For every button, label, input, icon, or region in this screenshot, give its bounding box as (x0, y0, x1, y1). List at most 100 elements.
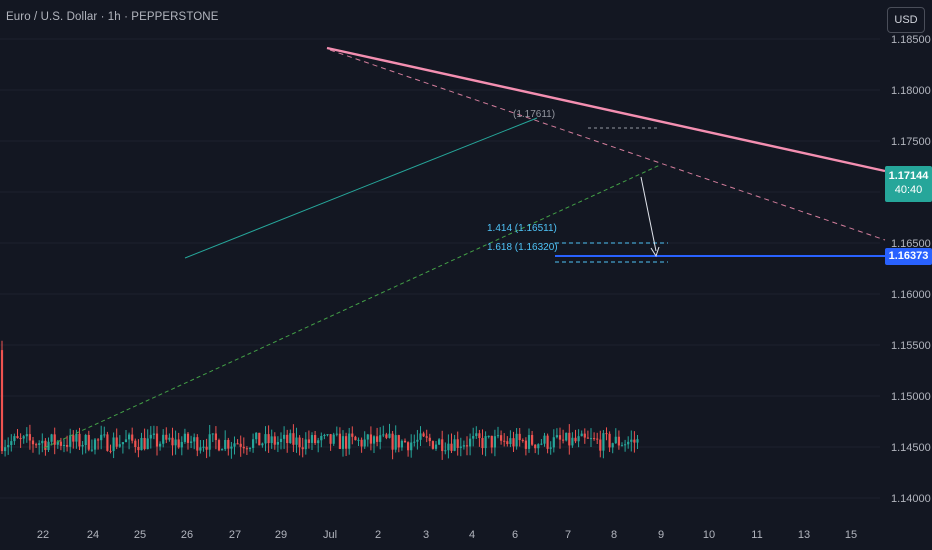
time-tick-label: 3 (423, 529, 429, 541)
candle-body (103, 434, 106, 436)
candle-body (335, 433, 338, 435)
candle-body (366, 434, 369, 440)
candle-body (596, 438, 599, 440)
candle-body (22, 436, 25, 439)
candle-body (227, 439, 230, 449)
candle-body (248, 447, 252, 449)
candle-body (199, 447, 202, 451)
candle-body (627, 441, 630, 445)
currency-button[interactable]: USD (887, 7, 925, 33)
candle-body (527, 435, 531, 449)
candle-body (456, 439, 459, 448)
fib-1414-label: 1.414 (1.16511) (487, 223, 557, 234)
candle-body (512, 438, 515, 447)
time-tick-label: 26 (181, 529, 193, 541)
candle-body (493, 436, 496, 448)
candle-body (31, 440, 35, 445)
candle-body (301, 447, 304, 450)
candle-body (537, 444, 540, 449)
candle-body (159, 443, 162, 447)
candle-body (196, 437, 199, 451)
candle-body (459, 446, 462, 448)
candle-body (580, 433, 583, 437)
candle-body (630, 439, 633, 442)
candle-body (174, 439, 177, 446)
candle-body (131, 434, 134, 441)
candle-body (509, 438, 512, 445)
candle-body (382, 434, 385, 436)
candle-body (450, 443, 453, 451)
candle-body (351, 433, 354, 437)
candle-body (140, 437, 143, 451)
candle-body (413, 441, 416, 443)
candle-body (93, 439, 97, 450)
candle-body (397, 435, 400, 448)
candle-body (78, 433, 81, 447)
time-tick-label: 8 (611, 529, 617, 541)
candle-body (475, 433, 478, 437)
time-tick-label: 2 (375, 529, 381, 541)
candle-body (239, 443, 242, 447)
time-tick-label: 29 (275, 529, 287, 541)
candle-body (323, 434, 326, 436)
candle-body (258, 432, 261, 446)
candle-body (416, 439, 419, 442)
descending-channel-dashed (329, 49, 886, 241)
candle-body (605, 433, 608, 435)
time-tick-label: 10 (703, 529, 715, 541)
candle-body (617, 436, 620, 446)
candle-body (332, 434, 335, 444)
candle-body (252, 439, 255, 448)
candle-body (84, 434, 87, 446)
candles (0, 340, 639, 460)
current-price-tag: 1.17144 40:40 (885, 166, 932, 202)
candle-body (465, 445, 469, 447)
candle-body (490, 435, 493, 448)
candle-body (224, 439, 227, 450)
candle-body (586, 437, 589, 439)
candle-body (472, 436, 475, 439)
candle-body (329, 434, 332, 444)
candle-body (469, 438, 472, 447)
time-tick-label: 11 (751, 529, 762, 541)
time-tick-label: 22 (37, 529, 49, 541)
candle-body (59, 441, 62, 446)
candle-body (369, 434, 372, 444)
time-axis[interactable]: 22 24 25 26 27 29 Jul 2 3 4 6 7 8 9 10 11 13 15 (37, 529, 857, 541)
candle-body (7, 445, 10, 448)
candle-body (487, 435, 490, 437)
candle-body (540, 443, 543, 445)
price-tick-label: 1.14500 (891, 442, 931, 454)
candle-body (500, 435, 503, 441)
candle-body (270, 436, 273, 444)
candle-body (205, 446, 208, 450)
candle-body (217, 440, 221, 451)
candle-body (0, 350, 4, 452)
countdown-timer: 40:40 (894, 184, 923, 196)
time-tick-label: 27 (229, 529, 241, 541)
candle-body (69, 435, 72, 447)
price-tick-label: 1.16500 (891, 238, 931, 250)
candle-body (376, 436, 379, 442)
candle-body (310, 435, 314, 443)
candle-body (599, 439, 602, 451)
candle-body (276, 441, 279, 445)
time-tick-label: 4 (469, 529, 475, 541)
candle-body (447, 443, 450, 451)
candle-body (28, 434, 31, 441)
candle-body (245, 448, 248, 450)
current-price-value: 1.17144 (888, 170, 929, 182)
candle-body (620, 445, 624, 447)
candle-body (97, 439, 100, 441)
candle-body (38, 443, 41, 445)
candle-body (633, 439, 636, 443)
lower-trendline-dotted (43, 164, 661, 449)
candle-body (438, 439, 441, 445)
candle-body (134, 440, 137, 447)
candle-body (75, 433, 78, 442)
price-axis[interactable]: 1.185001.180001.175001.170001.165001.160… (891, 34, 931, 505)
time-tick-label: 7 (565, 529, 571, 541)
time-tick-label: 15 (845, 529, 857, 541)
candle-body (307, 439, 310, 443)
